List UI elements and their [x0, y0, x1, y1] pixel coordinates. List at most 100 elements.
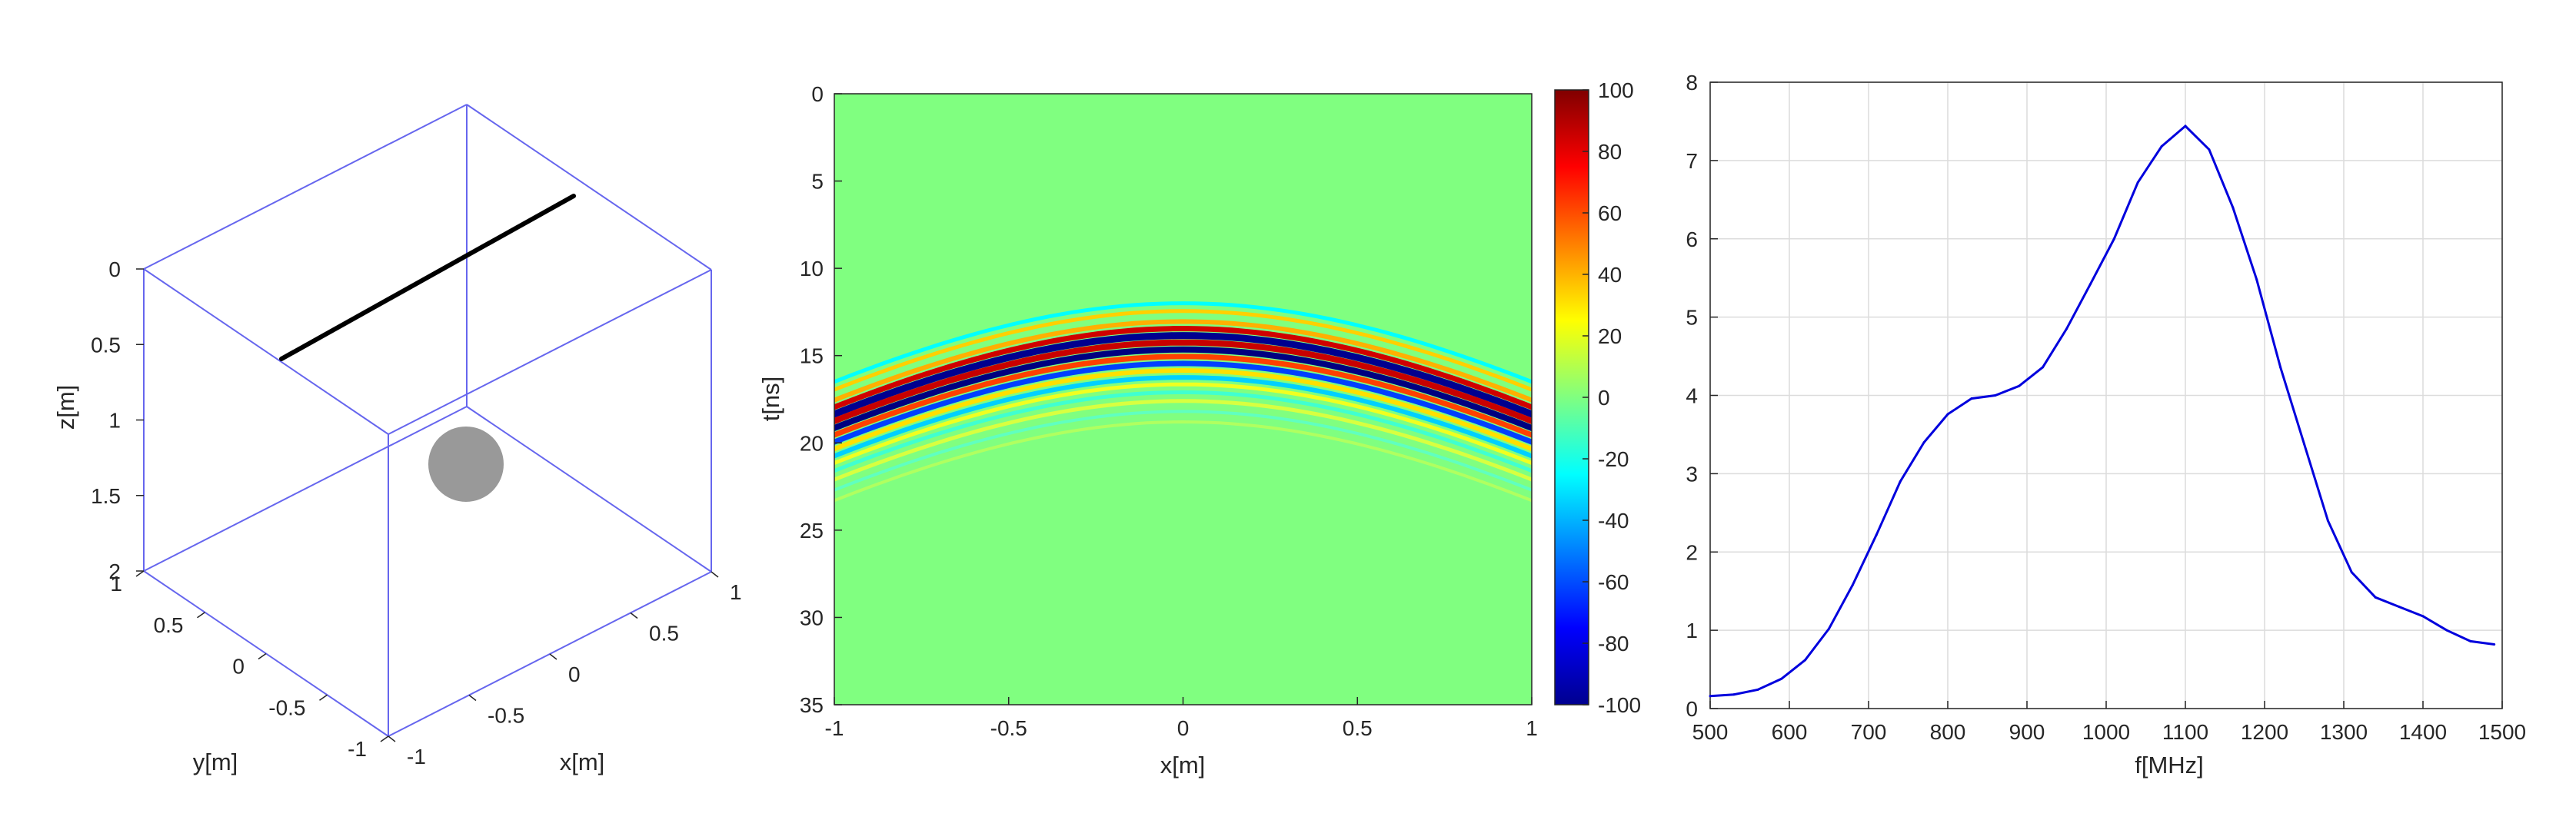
colorbar-tick-label: -80	[1598, 632, 1629, 656]
spectrum-point	[1875, 533, 1878, 536]
spectrum-point	[2255, 278, 2258, 281]
radargram-y-tick-label: 0	[811, 82, 824, 106]
spectrum-point	[2112, 237, 2115, 241]
spectrum-x-tick-label: 1200	[2241, 720, 2288, 744]
spectrum-point	[2160, 145, 2163, 148]
spectrum-point	[1922, 441, 1925, 444]
spectrum-panel: 500 600 700 800 900 1000 1100 1200 1300 1400 1500 0…	[1686, 71, 2526, 744]
box-edge	[143, 268, 389, 435]
hyperbola-band	[834, 319, 1532, 403]
spectrum-x-label: f[MHz]	[2135, 752, 2204, 779]
radargram-y-tick-label: 15	[800, 344, 824, 368]
spectrum-point	[1970, 397, 1973, 400]
y-tick-label: -1	[348, 737, 367, 761]
spectrum-point	[1804, 659, 1807, 662]
spectrum-point	[2208, 148, 2211, 151]
spectrum-y-tick-label: 7	[1686, 149, 1698, 173]
y-tick-label: 1	[110, 572, 122, 596]
spectrum-point	[2374, 596, 2377, 599]
spectrum-point	[2303, 443, 2305, 446]
spectrum-x-tick-label: 600	[1772, 720, 1808, 744]
hyperbola-group	[834, 301, 1532, 503]
colorbar-tick-label: -40	[1598, 509, 1629, 533]
spectrum-point	[1780, 677, 1783, 680]
hyperbola-band	[834, 382, 1532, 466]
x-tick-mark	[630, 612, 638, 619]
z-axis-label: z[m]	[52, 385, 79, 430]
x-tick-label: -0.5	[488, 704, 524, 728]
radargram-x-tick-label: -0.5	[990, 716, 1027, 740]
spectrum-point	[2469, 639, 2472, 642]
radargram-y-tick-label: 30	[800, 606, 824, 629]
spectrum-y-tick-label: 5	[1686, 306, 1698, 330]
hyperbola-band	[834, 325, 1532, 410]
x-tick-mark	[468, 694, 477, 702]
spectrum-point	[2279, 366, 2282, 369]
spectrum-y-tick-label: 6	[1686, 227, 1698, 251]
radargram-x-tick-label: 0.5	[1343, 716, 1373, 740]
radargram-x-tick-label: 0	[1177, 716, 1190, 740]
spectrum-y-tick-label: 0	[1686, 697, 1698, 721]
spectrum-point	[1709, 695, 1712, 698]
geometry-3d-panel: 0 0.5 1 1.5 2 -1 -0.5 0 0.5 1 -1 -0.5 0 0.5 1	[91, 104, 742, 769]
x-tick-mark	[388, 735, 396, 742]
y-tick-mark	[135, 570, 145, 577]
hyperbola-band	[834, 346, 1532, 432]
radargram-x-label: x[m]	[1160, 752, 1206, 779]
spectrum-point	[2232, 206, 2235, 209]
spectrum-point	[2350, 571, 2353, 574]
x-tick-label: -1	[407, 745, 426, 769]
hyperbola-band	[834, 367, 1532, 452]
hyperbola-band	[834, 390, 1532, 473]
z-tick-label: 2	[108, 559, 121, 583]
box-edge	[466, 104, 712, 271]
box-edge	[143, 406, 468, 572]
colorbar-tick-label: -100	[1598, 693, 1641, 717]
spectrum-point	[2088, 283, 2092, 286]
radargram-y-tick-label: 5	[811, 170, 824, 194]
colorbar-tick-label: -60	[1598, 570, 1629, 594]
spectrum-point	[1828, 627, 1830, 630]
hyperbola-band	[834, 309, 1532, 392]
spectrum-y-tick-label: 3	[1686, 462, 1698, 486]
spectrum-x-tick-label: 700	[1851, 720, 1887, 744]
z-tick-label: 1.5	[91, 484, 121, 508]
spectrum-x-tick-label: 1100	[2162, 720, 2208, 744]
hyperbola-band	[834, 410, 1532, 492]
radargram-y-label: t[ns]	[757, 377, 784, 422]
spectrum-point	[2421, 615, 2425, 618]
y-tick-mark	[319, 694, 328, 701]
x-tick-mark	[549, 653, 557, 660]
spectrum-x-tick-label: 500	[1692, 720, 1729, 744]
radargram-y-tick-label: 10	[800, 257, 824, 281]
spectrum-point	[2018, 384, 2021, 387]
spectrum-point	[1994, 394, 1997, 397]
spectrum-point	[2042, 366, 2045, 369]
spectrum-y-tick-label: 4	[1686, 384, 1698, 408]
z-tick-label: 1	[108, 409, 121, 433]
radargram-x-tick-label: 1	[1526, 716, 1538, 740]
hyperbola-band	[834, 301, 1532, 384]
hyperbola-band	[834, 420, 1532, 503]
radargram-x-tick-label: -1	[825, 716, 844, 740]
radargram-y-tick-label: 35	[800, 693, 824, 717]
colorbar-tick-label: 60	[1598, 201, 1622, 225]
spectrum-point	[1899, 480, 1902, 483]
hyperbola-band	[834, 339, 1532, 425]
spectrum-point	[1851, 583, 1854, 586]
box-edge	[388, 269, 712, 435]
x-tick-label: 0	[568, 662, 581, 686]
target-sphere	[428, 426, 504, 502]
spectrum-point	[2493, 642, 2496, 646]
spectrum-x-tick-label: 900	[2009, 720, 2045, 744]
y-tick-label: -0.5	[268, 696, 305, 719]
colorbar-tick-label: -20	[1598, 447, 1629, 471]
spectrum-point	[1756, 689, 1759, 692]
spectrum-point	[2326, 520, 2329, 522]
colorbar-tick-label: 20	[1598, 324, 1622, 348]
box-edge	[466, 406, 712, 573]
radargram-y-tick-label: 25	[800, 519, 824, 543]
y-tick-mark	[380, 735, 389, 742]
y-axis-label: y[m]	[193, 749, 238, 775]
hyperbola-band	[834, 354, 1532, 438]
